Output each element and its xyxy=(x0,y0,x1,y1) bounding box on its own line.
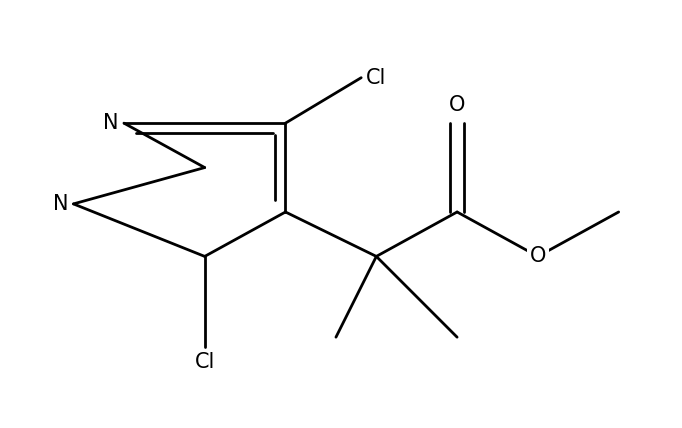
Text: O: O xyxy=(530,247,546,266)
Text: Cl: Cl xyxy=(366,68,387,88)
Text: O: O xyxy=(449,95,465,115)
Text: Cl: Cl xyxy=(194,352,215,372)
Text: N: N xyxy=(53,194,68,214)
Text: N: N xyxy=(104,113,119,133)
